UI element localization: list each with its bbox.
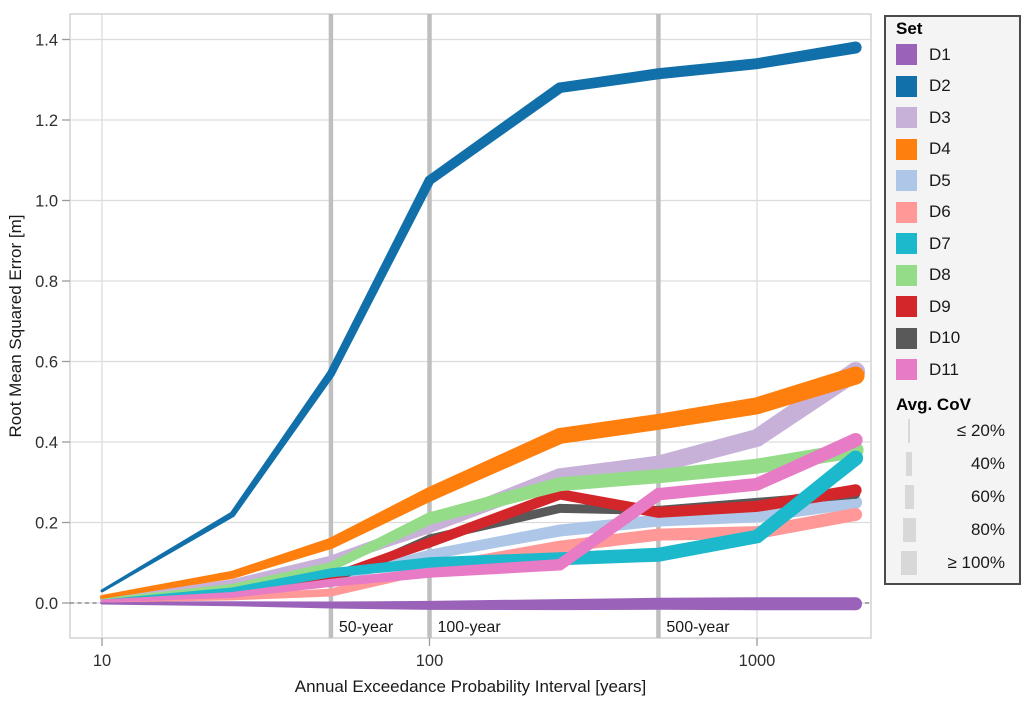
x-tick-label: 100	[416, 652, 444, 670]
legend-item-label: D6	[929, 202, 951, 222]
legend-item-d6: D6	[896, 197, 1019, 229]
legend-item-label: D3	[929, 107, 951, 127]
legend-item-d10: D10	[896, 323, 1019, 355]
color-swatch-d8	[896, 264, 917, 286]
series-d1-ribbon	[102, 597, 856, 611]
color-swatch-d6	[896, 201, 917, 223]
color-swatch-d3	[896, 107, 917, 129]
legend-box: Set D1 D2 D3 D4 D5 D6 D7 D8 D9 D10 D11 Avg. CoV ≤ …	[884, 15, 1021, 585]
y-tick-label: 1.0	[35, 193, 58, 211]
legend-item-d8: D8	[896, 260, 1019, 292]
y-tick-label: 1.2	[35, 112, 58, 130]
series-d2-start-cap	[100, 589, 104, 593]
cov-item-label: 40%	[970, 454, 1005, 473]
cov-legend-item: 40%	[896, 448, 1019, 481]
series-d6-end-cap	[849, 507, 863, 521]
legend-item-d4: D4	[896, 134, 1019, 166]
cov-width-sample	[896, 419, 922, 443]
series-d4-start-cap	[100, 594, 104, 599]
series-d7-end-cap	[848, 450, 864, 466]
series-d2-end-cap	[849, 41, 862, 54]
legend-item-d2: D2	[896, 71, 1019, 103]
cov-width-sample	[896, 485, 922, 509]
series-d11-end-cap	[848, 432, 863, 447]
series-d11-ribbon	[101, 433, 859, 603]
cov-legend-item: 60%	[896, 481, 1019, 514]
legend-item-label: D4	[929, 139, 951, 159]
legend-item-d5: D5	[896, 165, 1019, 197]
cov-item-label: 80%	[970, 520, 1005, 539]
legend-set-items: D1 D2 D3 D4 D5 D6 D7 D8 D9 D10 D11	[896, 39, 1019, 386]
color-swatch-d2	[896, 75, 917, 97]
legend-item-d11: D11	[896, 354, 1019, 386]
series-d6-ribbon	[102, 508, 857, 603]
x-tick-label: 10	[93, 652, 111, 670]
series-d9-end-cap	[849, 484, 862, 497]
cov-item-label: ≤ 20%	[956, 421, 1005, 440]
y-tick-label: 0.2	[35, 515, 58, 533]
legend-item-label: D8	[929, 265, 951, 285]
legend-item-label: D11	[929, 359, 959, 379]
legend-item-d9: D9	[896, 291, 1019, 323]
cov-bar-glyph	[902, 518, 916, 542]
series-d11-start-cap	[100, 599, 104, 603]
legend-item-label: D10	[929, 328, 961, 348]
series-d1-end-cap	[849, 597, 863, 611]
cov-legend-item: ≤ 20%	[896, 415, 1019, 448]
legend-item-d3: D3	[896, 102, 1019, 134]
x-tick-label: 1000	[739, 652, 776, 670]
cov-width-sample	[896, 551, 922, 575]
legend-item-label: D7	[929, 233, 951, 253]
y-tick-label: 0.6	[35, 354, 58, 372]
color-swatch-d1	[896, 44, 917, 66]
color-swatch-d10	[896, 327, 917, 349]
x-axis-title: Annual Exceedance Probability Interval […	[295, 677, 647, 696]
cov-bar-glyph	[908, 419, 910, 443]
y-tick-label: 0.0	[35, 595, 58, 613]
series-d4-ribbon	[101, 367, 859, 599]
y-axis-title: Root Mean Squared Error [m]	[6, 215, 25, 438]
legend-item-d7: D7	[896, 228, 1019, 260]
series-d5-ribbon	[101, 495, 857, 602]
color-swatch-d9	[896, 296, 917, 318]
cov-bar-glyph	[906, 452, 912, 476]
cov-width-sample	[896, 518, 922, 542]
legend-item-label: D2	[929, 76, 951, 96]
y-tick-label: 0.4	[35, 434, 58, 452]
cov-item-label: ≥ 100%	[947, 553, 1005, 572]
legend-item-label: D1	[929, 44, 951, 64]
legend-set-title: Set	[896, 19, 923, 38]
return-period-label: 50-year	[339, 619, 394, 636]
cov-bar-glyph	[904, 485, 914, 509]
cov-item-label: 60%	[970, 487, 1005, 506]
legend-item-label: D9	[929, 296, 951, 316]
color-swatch-d4	[896, 138, 917, 160]
color-swatch-d5	[896, 170, 917, 192]
return-period-label: 500-year	[666, 619, 730, 636]
legend-item-label: D5	[929, 170, 951, 190]
legend-item-d1: D1	[896, 39, 1019, 71]
cov-width-sample	[896, 452, 922, 476]
series-d9-ribbon	[101, 484, 857, 603]
y-tick-label: 1.4	[35, 32, 58, 50]
y-tick-label: 0.8	[35, 273, 58, 291]
color-swatch-d7	[896, 233, 917, 255]
cov-bar-glyph	[901, 551, 917, 575]
legend-cov-items: ≤ 20% 40% 60% 80% ≥ 100%	[896, 415, 1019, 580]
series-d4-end-cap	[846, 366, 865, 385]
legend-cov-title: Avg. CoV	[896, 394, 971, 414]
color-swatch-d11	[896, 359, 917, 381]
return-period-label: 100-year	[438, 619, 502, 636]
cov-legend-item: ≥ 100%	[896, 547, 1019, 580]
cov-legend-item: 80%	[896, 514, 1019, 547]
series-d8-ribbon	[101, 442, 857, 602]
series-d5-end-cap	[849, 495, 863, 509]
